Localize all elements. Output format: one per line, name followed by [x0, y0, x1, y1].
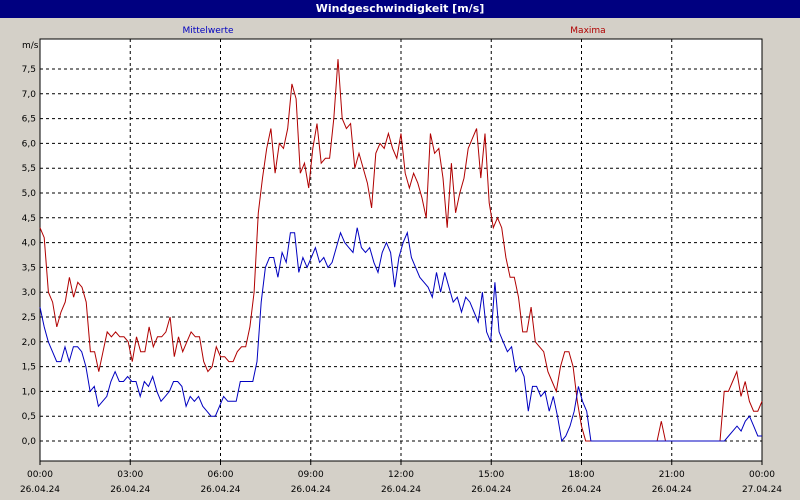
x-tick-date: 26.04.24 — [110, 485, 150, 495]
y-tick-label: 3,0 — [22, 288, 37, 298]
y-tick-label: 4,5 — [22, 214, 36, 224]
x-tick-date: 26.04.24 — [200, 485, 240, 495]
x-tick-time: 18:00 — [569, 470, 595, 480]
legend-maxima: Maxima — [570, 26, 605, 36]
x-tick-date: 26.04.24 — [20, 485, 60, 495]
x-tick-time: 03:00 — [117, 470, 143, 480]
y-tick-label: 7,0 — [22, 90, 37, 100]
y-axis-label: m/s — [22, 41, 39, 51]
y-tick-label: 0,0 — [22, 437, 37, 447]
x-tick-time: 21:00 — [659, 470, 685, 480]
x-tick-time: 00:00 — [749, 470, 775, 480]
x-tick-date: 27.04.24 — [742, 485, 782, 495]
x-tick-time: 06:00 — [208, 470, 234, 480]
grid-lines — [40, 39, 762, 461]
y-tick-label: 2,5 — [22, 313, 36, 323]
y-tick-label: 6,0 — [22, 139, 37, 149]
y-tick-label: 6,5 — [22, 115, 36, 125]
x-tick-date: 26.04.24 — [652, 485, 692, 495]
y-axis: 0,0 0,5 1,0 1,5 2,0 2,5 3,0 3,5 4,0 4,5 5,0 5,5 6,0 6… — [22, 65, 37, 447]
y-tick-label: 1,0 — [22, 387, 37, 397]
x-tick-date: 26.04.24 — [471, 485, 511, 495]
y-tick-label: 7,5 — [22, 65, 36, 75]
y-tick-label: 1,5 — [22, 363, 36, 373]
window-title: Windgeschwindigkeit [m/s] — [0, 0, 800, 18]
x-tick-time: 09:00 — [298, 470, 324, 480]
y-tick-label: 0,5 — [22, 412, 36, 422]
x-tick-time: 15:00 — [478, 470, 504, 480]
x-tick-date: 26.04.24 — [291, 485, 331, 495]
y-tick-label: 2,0 — [22, 338, 37, 348]
x-tick-date: 26.04.24 — [381, 485, 421, 495]
series-lines — [39, 59, 763, 443]
y-tick-label: 5,0 — [22, 189, 37, 199]
y-tick-label: 4,0 — [22, 239, 37, 249]
y-tick-label: 5,5 — [22, 164, 36, 174]
series-line-mittelwerte — [39, 227, 762, 443]
x-tick-time: 12:00 — [388, 470, 414, 480]
x-tick-date: 26.04.24 — [561, 485, 601, 495]
x-tick-time: 00:00 — [27, 470, 53, 480]
x-axis: 00:00 26.04.24 03:00 26.04.24 06:00 26.04.24 0… — [20, 461, 782, 495]
legend-mittelwerte: Mittelwerte — [182, 26, 233, 36]
y-tick-label: 3,5 — [22, 263, 36, 273]
